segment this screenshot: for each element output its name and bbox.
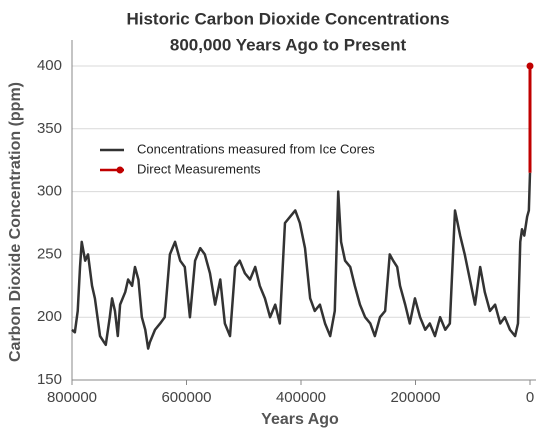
y-tick-label: 150 — [37, 371, 62, 388]
y-axis-title: Carbon Dioxide Concentration (ppm) — [7, 82, 24, 362]
x-tick-label: 200000 — [390, 389, 440, 406]
x-tick-label: 800000 — [47, 389, 97, 406]
x-tick-label: 600000 — [161, 389, 211, 406]
y-tick-label: 300 — [37, 183, 62, 200]
x-tick-label: 0 — [526, 389, 534, 406]
legend-label: Direct Measurements — [137, 161, 261, 176]
legend-marker — [116, 166, 124, 174]
y-tick-label: 350 — [37, 120, 62, 137]
chart-subtitle: 800,000 Years Ago to Present — [170, 35, 407, 54]
y-tick-label: 250 — [37, 245, 62, 262]
y-tick-label: 400 — [37, 57, 62, 74]
chart-title: Historic Carbon Dioxide Concentrations — [126, 9, 449, 28]
legend-label: Concentrations measured from Ice Cores — [137, 141, 375, 156]
marker — [526, 62, 534, 70]
line-series — [71, 172, 532, 350]
x-axis-title: Years Ago — [261, 411, 339, 428]
x-tick-label: 400000 — [276, 389, 326, 406]
y-tick-label: 200 — [37, 308, 62, 325]
